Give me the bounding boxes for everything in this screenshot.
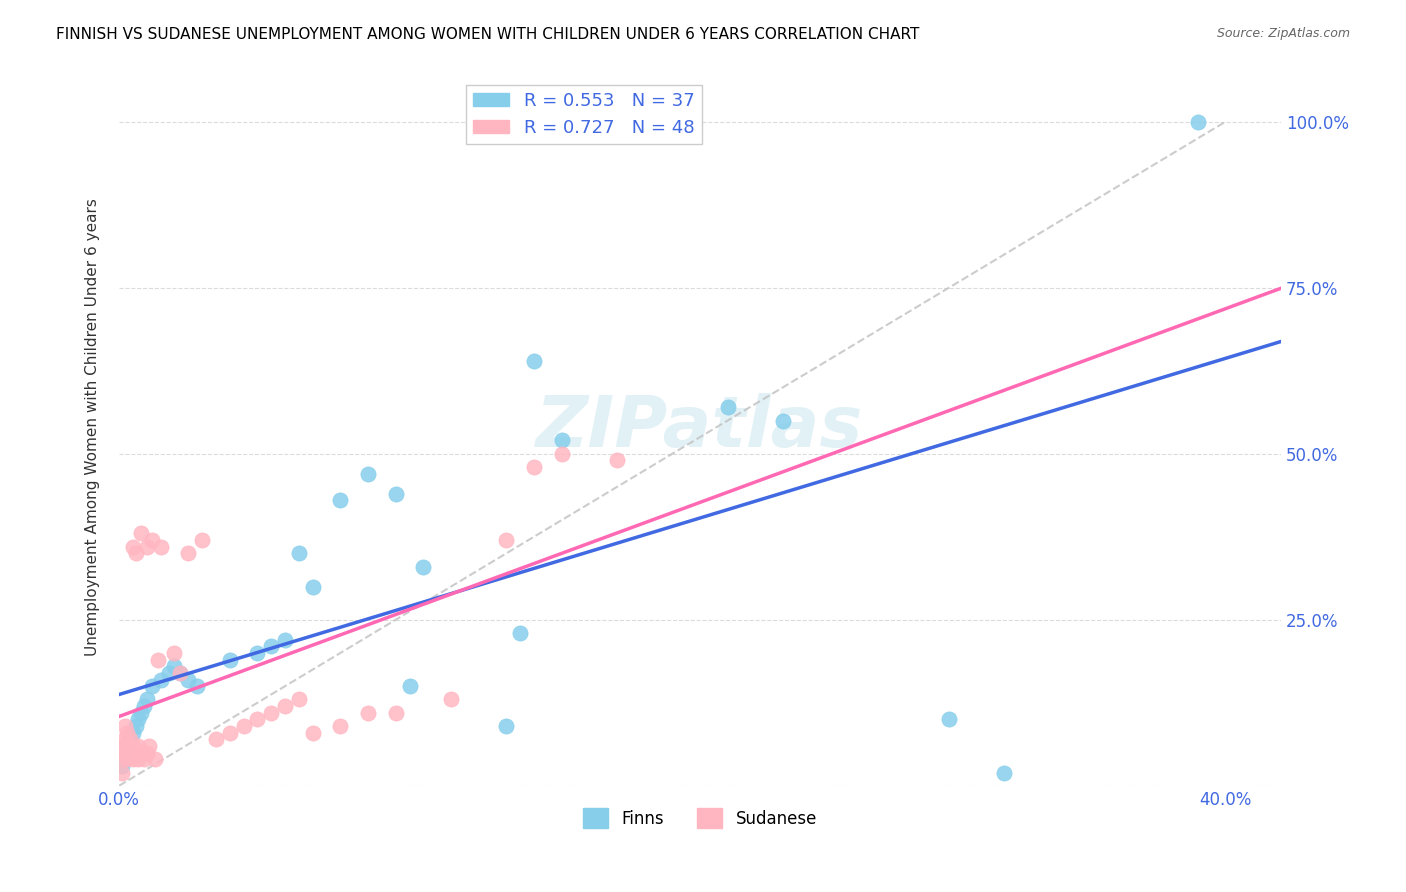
Point	[111, 759, 134, 773]
Point	[120, 746, 142, 760]
Point	[114, 719, 136, 733]
Point	[135, 692, 157, 706]
Point	[246, 646, 269, 660]
Point	[329, 719, 352, 733]
Point	[143, 752, 166, 766]
Point	[124, 746, 146, 760]
Point	[111, 752, 134, 766]
Point	[135, 746, 157, 760]
Point	[384, 706, 406, 720]
Point	[274, 632, 297, 647]
Text: ZIPatlas: ZIPatlas	[536, 392, 863, 462]
Text: Source: ZipAtlas.com: Source: ZipAtlas.com	[1216, 27, 1350, 40]
Point	[117, 725, 139, 739]
Point	[117, 739, 139, 753]
Point	[384, 486, 406, 500]
Point	[260, 640, 283, 654]
Point	[398, 679, 420, 693]
Point	[132, 699, 155, 714]
Point	[523, 460, 546, 475]
Point	[114, 746, 136, 760]
Point	[129, 706, 152, 720]
Point	[495, 533, 517, 547]
Point	[440, 692, 463, 706]
Point	[301, 580, 323, 594]
Point	[246, 712, 269, 726]
Point	[412, 559, 434, 574]
Point	[127, 712, 149, 726]
Point	[135, 540, 157, 554]
Point	[117, 739, 139, 753]
Point	[993, 765, 1015, 780]
Point	[550, 447, 572, 461]
Text: FINNISH VS SUDANESE UNEMPLOYMENT AMONG WOMEN WITH CHILDREN UNDER 6 YEARS CORRELA: FINNISH VS SUDANESE UNEMPLOYMENT AMONG W…	[56, 27, 920, 42]
Point	[141, 679, 163, 693]
Point	[127, 752, 149, 766]
Point	[301, 725, 323, 739]
Point	[205, 732, 228, 747]
Point	[274, 699, 297, 714]
Point	[129, 526, 152, 541]
Point	[157, 665, 180, 680]
Point	[523, 353, 546, 368]
Point	[218, 725, 240, 739]
Point	[122, 725, 145, 739]
Point	[138, 739, 160, 753]
Point	[146, 652, 169, 666]
Point	[177, 546, 200, 560]
Point	[111, 765, 134, 780]
Point	[169, 665, 191, 680]
Point	[177, 673, 200, 687]
Point	[550, 434, 572, 448]
Point	[149, 540, 172, 554]
Point	[606, 453, 628, 467]
Point	[124, 719, 146, 733]
Y-axis label: Unemployment Among Women with Children Under 6 years: Unemployment Among Women with Children U…	[86, 198, 100, 657]
Point	[163, 646, 186, 660]
Point	[509, 626, 531, 640]
Point	[357, 467, 380, 481]
Point	[495, 719, 517, 733]
Point	[117, 752, 139, 766]
Point	[357, 706, 380, 720]
Point	[141, 533, 163, 547]
Point	[717, 401, 740, 415]
Point	[120, 732, 142, 747]
Point	[149, 673, 172, 687]
Point	[288, 546, 311, 560]
Point	[122, 739, 145, 753]
Point	[218, 652, 240, 666]
Point	[329, 493, 352, 508]
Point	[114, 732, 136, 747]
Point	[127, 739, 149, 753]
Point	[260, 706, 283, 720]
Point	[1187, 114, 1209, 128]
Point	[288, 692, 311, 706]
Point	[163, 659, 186, 673]
Point	[114, 746, 136, 760]
Point	[122, 540, 145, 554]
Legend: Finns, Sudanese: Finns, Sudanese	[576, 801, 824, 835]
Point	[120, 732, 142, 747]
Point	[938, 712, 960, 726]
Point	[132, 752, 155, 766]
Point	[122, 752, 145, 766]
Point	[186, 679, 208, 693]
Point	[232, 719, 254, 733]
Point	[124, 546, 146, 560]
Point	[111, 739, 134, 753]
Point	[169, 665, 191, 680]
Point	[772, 413, 794, 427]
Point	[129, 746, 152, 760]
Point	[191, 533, 214, 547]
